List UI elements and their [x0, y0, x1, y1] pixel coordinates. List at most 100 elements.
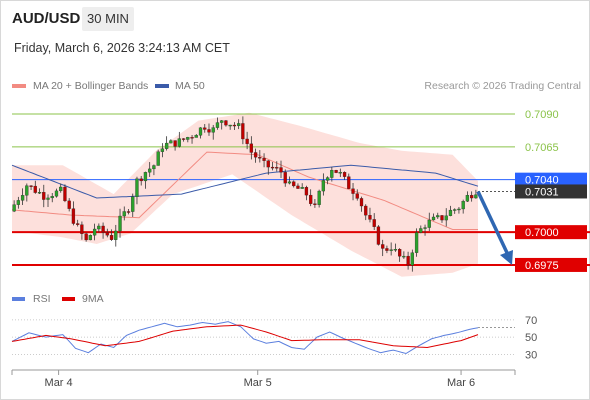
- candle-body: [194, 135, 198, 138]
- candle-body: [46, 197, 50, 200]
- candle-body: [16, 200, 20, 205]
- rsi-legend-swatch: [12, 297, 25, 301]
- bollinger-bands: [12, 112, 478, 277]
- candle-body: [321, 180, 326, 192]
- time-axis: Mar 4 Mar 5 Mar 6: [11, 369, 516, 389]
- candle-body: [372, 219, 376, 227]
- candle-body: [347, 176, 351, 189]
- level-text-0.7000: 0.7000: [525, 227, 559, 239]
- candle-body: [325, 177, 330, 181]
- candle-body: [338, 172, 342, 174]
- candle-body: [279, 167, 283, 173]
- candle-body: [414, 232, 419, 253]
- level-tag-0.6975: [515, 257, 587, 272]
- candle-body: [105, 232, 109, 236]
- ma50-legend-swatch: [155, 84, 169, 88]
- level-tag-0.7031: [515, 184, 587, 199]
- candle-body: [228, 124, 232, 127]
- candle-body: [29, 185, 33, 187]
- candle-body: [80, 224, 84, 234]
- candle-body: [109, 235, 114, 240]
- ma9-legend-label: 9MA: [82, 293, 104, 305]
- candle-body: [266, 160, 270, 168]
- candle-body: [71, 208, 76, 224]
- chart-header: AUD/USD 30 MIN: [0, 0, 590, 36]
- candle-body: [50, 196, 54, 199]
- level-text-0.6975: 0.6975: [525, 260, 559, 272]
- candle-body: [59, 186, 63, 192]
- candle-body: [355, 193, 359, 199]
- candle-body: [330, 169, 334, 178]
- ma50-legend-label: MA 50: [175, 80, 205, 92]
- candle-body: [300, 187, 304, 189]
- candle-body: [215, 122, 220, 128]
- ma9-legend-swatch: [62, 297, 75, 301]
- level-text-0.7040: 0.7040: [525, 175, 559, 187]
- candle-body: [427, 219, 431, 228]
- level-tag-0.7040: [515, 172, 587, 187]
- candle-body: [241, 123, 245, 140]
- candle-body: [25, 185, 29, 196]
- candle-body: [376, 226, 381, 245]
- candle-body: [283, 172, 287, 184]
- forecast-arrow-head: [500, 249, 513, 265]
- candle-body: [173, 140, 177, 147]
- candle-body: [114, 230, 118, 240]
- candle-body: [207, 129, 211, 133]
- candle-body: [135, 178, 139, 197]
- candle-body: [198, 127, 203, 136]
- candle-body: [364, 205, 368, 216]
- candle-body: [457, 208, 461, 211]
- candle-body: [33, 185, 37, 193]
- candle-body: [67, 200, 71, 209]
- symbol-label: AUD/USD: [12, 10, 81, 27]
- time-tick-label: Mar 6: [447, 377, 475, 389]
- candle-body: [211, 127, 215, 133]
- candle-body: [448, 209, 453, 216]
- candle-body: [410, 252, 414, 266]
- candle-body: [160, 148, 165, 152]
- rsi-series-9MA: [11, 324, 479, 349]
- rsi-tick-30: 30: [525, 349, 537, 361]
- copyright-label: Research © 2026 Trading Central: [424, 80, 581, 92]
- candle-body: [177, 138, 181, 147]
- candle-body: [156, 151, 160, 166]
- candle-body: [423, 227, 427, 229]
- forecast-arrow: [476, 190, 513, 265]
- candle-body: [232, 124, 237, 127]
- candle-body: [453, 209, 457, 211]
- candle-body: [131, 196, 135, 212]
- candle-body: [317, 190, 321, 205]
- candle-body: [287, 181, 292, 184]
- candle-body: [54, 190, 59, 197]
- candle-body: [461, 201, 465, 210]
- ma20-legend-swatch: [12, 84, 26, 88]
- timestamp-label: Friday, March 6, 2026 3:24:13 AM CET: [14, 41, 230, 55]
- candle-body: [12, 204, 16, 212]
- candle-body: [381, 244, 385, 249]
- candle-body: [143, 172, 148, 182]
- candle-body: [20, 195, 25, 201]
- candle-body: [92, 228, 97, 236]
- candle-body: [249, 143, 253, 153]
- candle-body: [224, 120, 228, 126]
- ma50-line: [11, 164, 479, 199]
- time-tick-label: Mar 5: [244, 377, 272, 389]
- candle-body: [190, 137, 194, 139]
- candle-body: [389, 249, 393, 251]
- candle-body: [419, 228, 423, 233]
- forecast-arrow-shaft: [476, 190, 511, 258]
- candle-body: [385, 248, 389, 251]
- timeframe-button[interactable]: 30 MIN: [82, 7, 134, 31]
- candle-body: [431, 216, 436, 221]
- candle-body: [474, 194, 478, 199]
- level-text-0.7031: 0.7031: [525, 186, 559, 198]
- candle-body: [76, 223, 80, 225]
- candle-body: [253, 152, 258, 158]
- candle-body: [270, 166, 275, 169]
- candle-body: [126, 211, 131, 213]
- candle-body: [275, 167, 279, 169]
- moving-averages: [11, 151, 479, 230]
